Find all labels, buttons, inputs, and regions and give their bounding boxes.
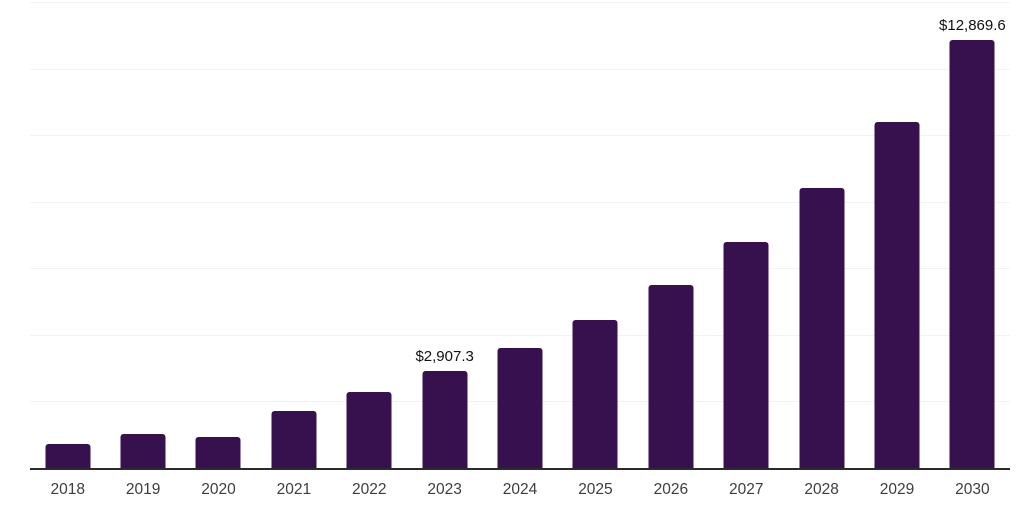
- x-tick-2025: 2025: [578, 481, 613, 498]
- bar-2024: [497, 348, 543, 468]
- bar-2023: [422, 371, 468, 468]
- bar-2020: [195, 437, 241, 468]
- x-tick-2029: 2029: [879, 481, 915, 498]
- plot-area: $2,907.3 $12,869.6: [30, 2, 1010, 470]
- bar-slot-2024: [482, 2, 557, 468]
- bar-2028: [799, 187, 845, 468]
- bar-2029: [874, 121, 920, 468]
- bar-slot-2019: [105, 2, 180, 468]
- value-label-2030: $12,869.6: [939, 16, 1006, 34]
- bar-slot-2030: $12,869.6: [935, 2, 1010, 468]
- bar-slot-2026: [633, 2, 708, 468]
- x-tick-2022: 2022: [352, 481, 387, 498]
- x-tick-2023: 2023: [427, 481, 462, 498]
- bar-slot-2029: [859, 2, 934, 468]
- x-tick-2020: 2020: [201, 481, 236, 498]
- bar-slot-2018: [30, 2, 105, 468]
- x-tick-2028: 2028: [804, 481, 839, 498]
- bar-slot-2022: [332, 2, 407, 468]
- bar-slot-2027: [709, 2, 784, 468]
- bar-2027: [723, 241, 769, 468]
- x-tick-2019: 2019: [125, 481, 161, 498]
- gridline-6000: [30, 268, 1010, 270]
- x-tick-2021: 2021: [276, 481, 312, 498]
- bar-series: $2,907.3 $12,869.6: [30, 2, 1010, 468]
- bar-2018: [45, 444, 91, 468]
- value-label-2023: $2,907.3: [415, 348, 474, 366]
- bar-2022: [346, 392, 392, 468]
- bar-2026: [648, 284, 694, 468]
- x-tick-2030: 2030: [955, 481, 990, 498]
- bar-slot-2021: [256, 2, 331, 468]
- gridline-10000: [30, 135, 1010, 137]
- bar-2019: [120, 434, 166, 468]
- bar-slot-2020: [181, 2, 256, 468]
- gridline-12000: [30, 68, 1010, 70]
- x-tick-2026: 2026: [653, 481, 689, 498]
- gridline-4000: [30, 334, 1010, 336]
- bar-2021: [271, 411, 317, 468]
- bar-2030: [949, 39, 995, 468]
- x-tick-2024: 2024: [502, 481, 538, 498]
- gridline-14000: [30, 2, 1010, 3]
- bar-2025: [572, 320, 618, 468]
- bar-slot-2025: [558, 2, 633, 468]
- bar-slot-2028: [784, 2, 859, 468]
- gridline-8000: [30, 201, 1010, 203]
- x-tick-2027: 2027: [728, 481, 764, 498]
- bar-slot-2023: $2,907.3: [407, 2, 482, 468]
- x-axis: 2018 2019 2020 2021 2022 2023 2024 2025 2026 2027…: [30, 482, 1010, 498]
- x-tick-2018: 2018: [50, 481, 85, 498]
